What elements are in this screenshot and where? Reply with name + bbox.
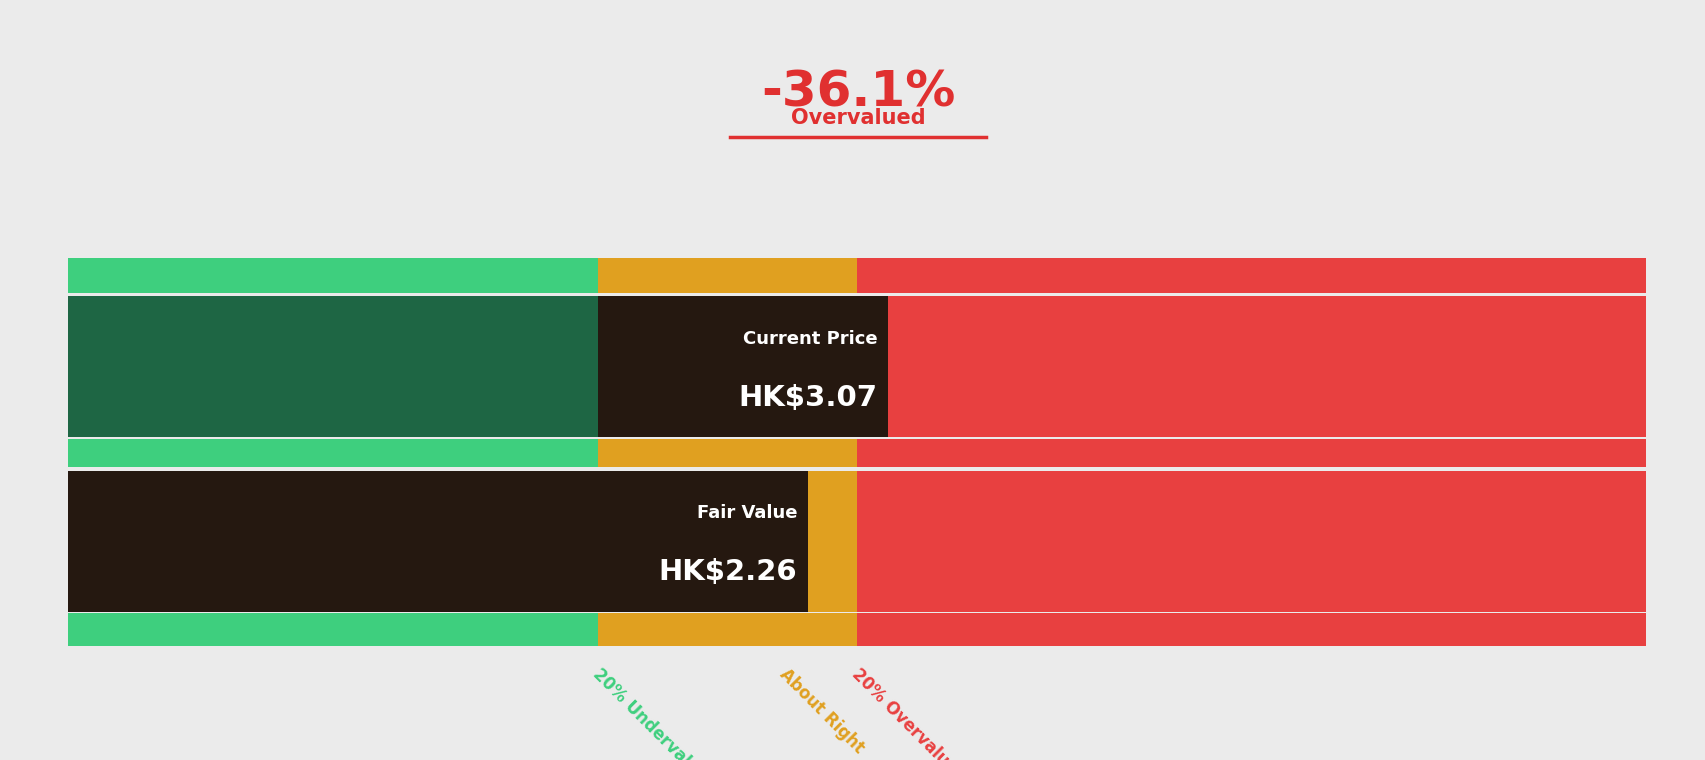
Bar <box>598 258 796 293</box>
Text: HK$2.26: HK$2.26 <box>658 559 796 587</box>
Bar <box>68 296 598 437</box>
Text: -36.1%: -36.1% <box>760 68 955 116</box>
Bar <box>796 471 856 612</box>
Bar <box>598 296 796 437</box>
Bar <box>68 471 598 612</box>
Bar <box>796 258 856 293</box>
Text: Current Price: Current Price <box>743 330 876 347</box>
Text: Overvalued: Overvalued <box>791 108 924 128</box>
Bar <box>68 439 598 467</box>
Bar <box>598 471 796 612</box>
Text: About Right: About Right <box>776 665 868 757</box>
Bar <box>856 613 1645 646</box>
Bar <box>598 296 887 437</box>
Bar <box>68 258 598 293</box>
Bar <box>856 258 1645 293</box>
Text: 20% Overvalued: 20% Overvalued <box>847 665 968 760</box>
Bar <box>68 613 598 646</box>
Text: 20% Undervalued: 20% Undervalued <box>588 665 718 760</box>
Bar <box>796 613 856 646</box>
Text: Fair Value: Fair Value <box>696 505 796 522</box>
Text: HK$3.07: HK$3.07 <box>738 384 876 412</box>
Bar <box>856 471 1645 612</box>
Bar <box>598 439 796 467</box>
Bar <box>796 439 856 467</box>
Bar <box>856 439 1645 467</box>
Bar <box>598 613 796 646</box>
Bar <box>796 296 856 437</box>
Bar <box>68 471 806 612</box>
Bar <box>856 296 1645 437</box>
